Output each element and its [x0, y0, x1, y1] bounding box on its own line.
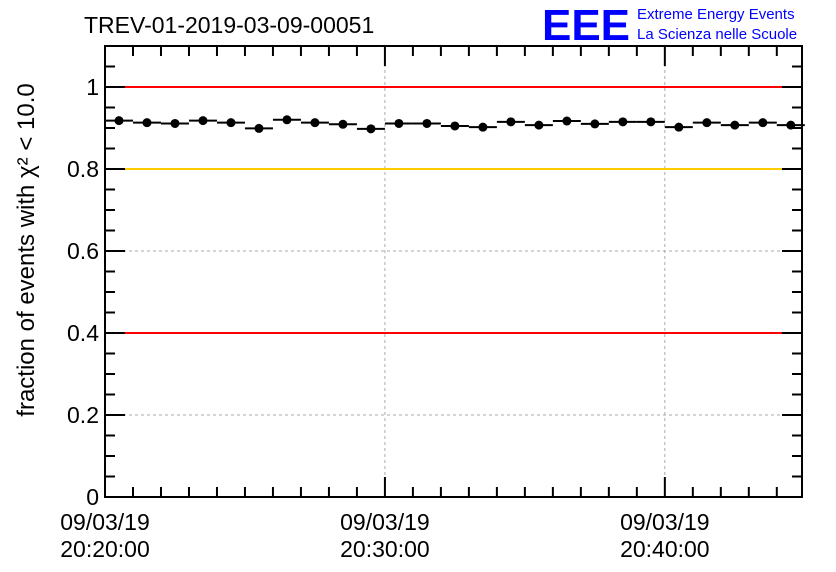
data-point	[254, 123, 264, 133]
data-point	[310, 118, 320, 128]
x-tick-time: 20:40:00	[620, 536, 710, 562]
data-point	[506, 117, 516, 127]
x-tick-date: 09/03/19	[340, 509, 430, 535]
y-tick-label: 0	[86, 484, 99, 510]
logo-text: EEE	[542, 1, 630, 50]
x-tick-date: 09/03/19	[60, 509, 150, 535]
data-point	[142, 118, 152, 128]
data-point	[226, 118, 236, 128]
eee-logo: EEE Extreme Energy Events La Scienza nel…	[542, 1, 797, 50]
y-axis-label: fraction of events with χ² < 10.0	[13, 83, 40, 416]
y-tick-label: 0.2	[67, 402, 99, 428]
plot-frame	[104, 45, 803, 498]
data-point	[758, 118, 768, 128]
data-point	[730, 120, 740, 130]
data-point	[618, 117, 628, 127]
data-point	[366, 124, 376, 134]
data-point	[198, 116, 208, 126]
data-point	[478, 122, 488, 132]
chart-title: TREV-01-2019-03-09-00051	[84, 12, 374, 38]
data-point	[646, 117, 656, 127]
data-point	[450, 121, 460, 131]
data-point	[786, 120, 796, 130]
data-point	[338, 119, 348, 129]
data-point	[422, 118, 432, 128]
data-point	[114, 116, 124, 126]
data-point	[534, 120, 544, 130]
x-tick-time: 20:30:00	[340, 536, 430, 562]
x-tick-time: 20:20:00	[60, 536, 150, 562]
data-point	[702, 118, 712, 128]
y-tick-label: 0.6	[67, 238, 99, 264]
data-point	[170, 118, 180, 128]
logo-line2: La Scienza nelle Scuole	[637, 26, 797, 43]
x-tick-date: 09/03/19	[620, 509, 710, 535]
y-tick-label: 1	[86, 74, 99, 100]
data-point	[590, 119, 600, 129]
logo-line1: Extreme Energy Events	[637, 6, 795, 23]
data-point	[282, 115, 292, 125]
data-point	[562, 116, 572, 126]
data-point	[394, 118, 404, 128]
y-tick-label: 0.8	[67, 156, 99, 182]
data-point	[674, 122, 684, 132]
y-tick-label: 0.4	[67, 320, 99, 346]
